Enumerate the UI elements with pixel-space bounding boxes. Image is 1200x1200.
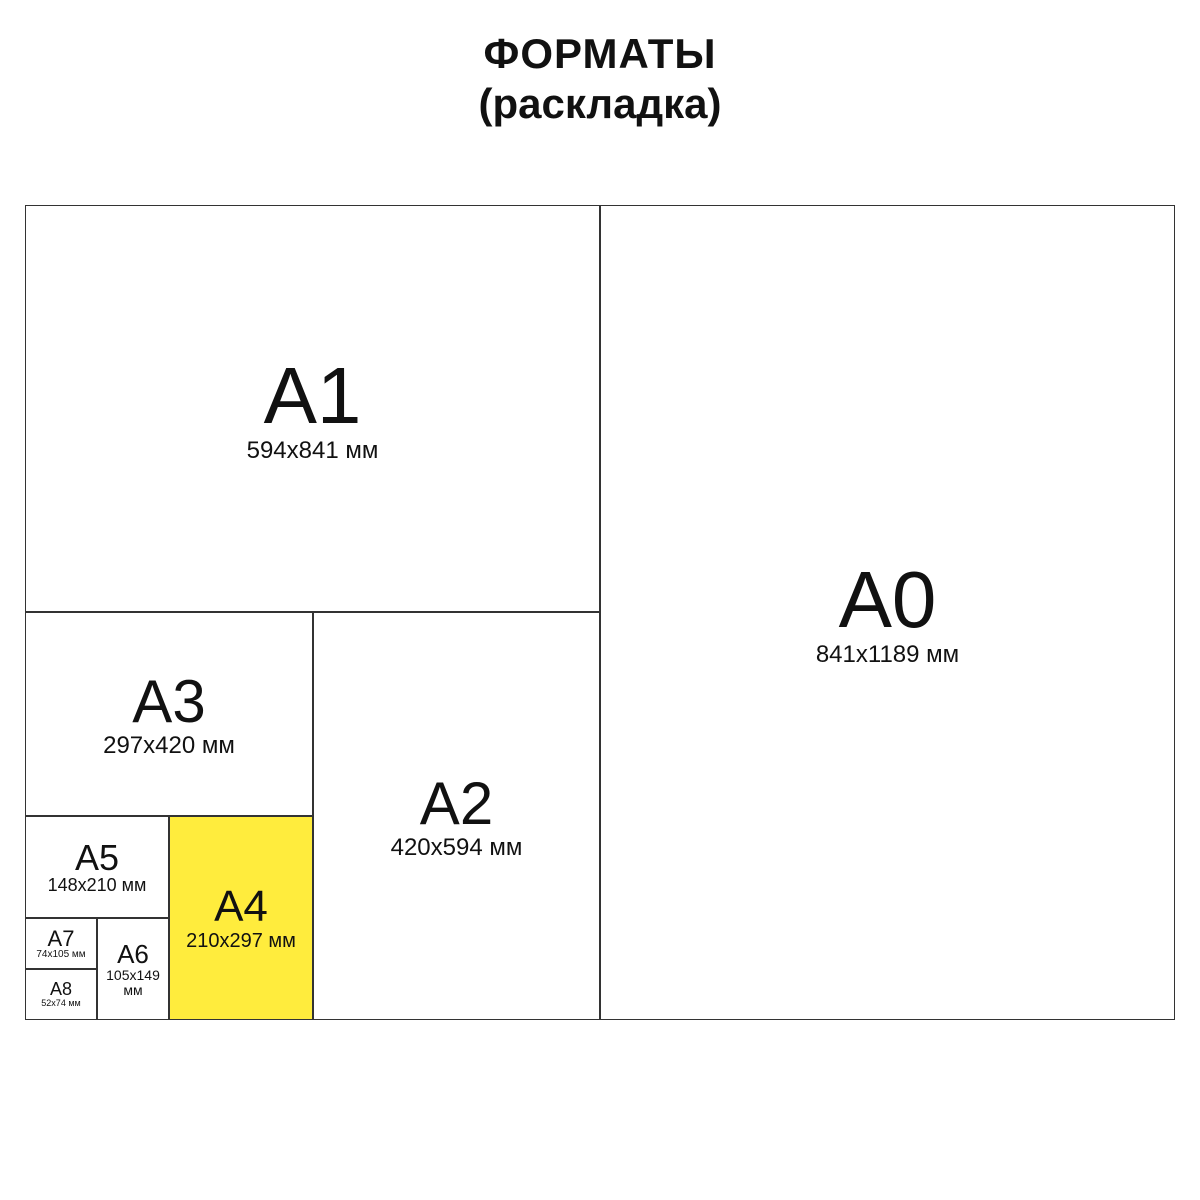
format-name: A3 xyxy=(132,670,205,733)
format-a6: A6105x149 мм xyxy=(97,918,169,1020)
format-name: A4 xyxy=(214,884,268,930)
format-a4: A4210x297 мм xyxy=(169,816,313,1020)
format-dimensions: 74x105 мм xyxy=(36,950,85,961)
format-dimensions: 841x1189 мм xyxy=(816,642,959,667)
format-name: A5 xyxy=(75,839,119,877)
title-line2: (раскладка) xyxy=(0,80,1200,128)
format-a2: A2420x594 мм xyxy=(313,612,600,1020)
format-dimensions: 594x841 мм xyxy=(247,438,379,463)
format-dimensions: 297x420 мм xyxy=(103,733,235,758)
format-a3: A3297x420 мм xyxy=(25,612,313,816)
title-block: ФОРМАТЫ (раскладка) xyxy=(0,30,1200,128)
format-dimensions: 148x210 мм xyxy=(48,876,147,895)
format-a5: A5148x210 мм xyxy=(25,816,169,918)
format-a0: A0841x1189 мм xyxy=(600,205,1175,1020)
format-name: A8 xyxy=(50,980,72,999)
format-dimensions: 52x74 мм xyxy=(41,999,80,1008)
format-a8: A852x74 мм xyxy=(25,969,97,1020)
format-dimensions: 420x594 мм xyxy=(391,835,523,860)
format-dimensions: 210x297 мм xyxy=(186,931,296,952)
format-name: A6 xyxy=(117,941,149,968)
format-name: A2 xyxy=(420,772,493,835)
paper-formats-diagram: A0841x1189 ммA1594x841 ммA2420x594 ммA32… xyxy=(25,205,1175,1020)
format-name: A1 xyxy=(264,354,362,438)
format-dimensions: 105x149 мм xyxy=(101,968,165,997)
format-a1: A1594x841 мм xyxy=(25,205,600,612)
title-line1: ФОРМАТЫ xyxy=(0,30,1200,78)
format-name: A0 xyxy=(839,558,937,642)
format-name: A7 xyxy=(48,927,75,950)
format-a7: A774x105 мм xyxy=(25,918,97,969)
